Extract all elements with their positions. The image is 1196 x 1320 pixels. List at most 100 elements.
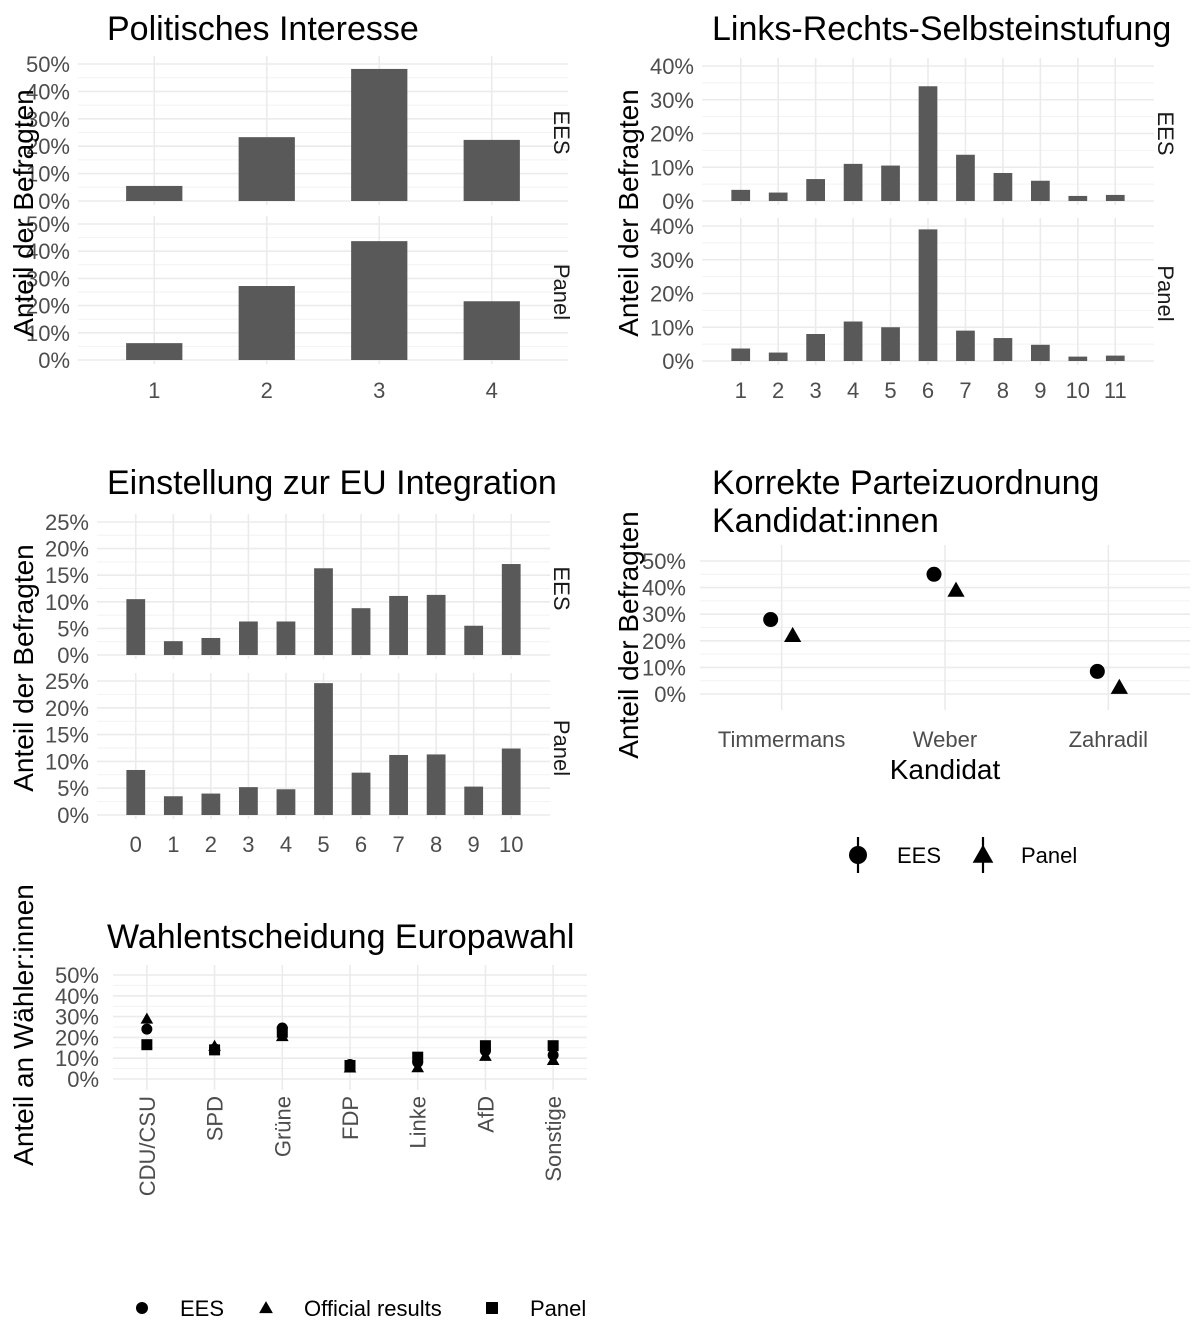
bar: [163, 796, 183, 815]
bar: [201, 637, 221, 655]
facet-ees: 0%5%10%15%20%25% EES: [45, 510, 574, 668]
x-tick-label: 10: [499, 832, 523, 857]
series-ees: [763, 566, 1105, 679]
bar: [239, 621, 258, 655]
data-point: [141, 1039, 153, 1051]
x-tick-label: FDP: [338, 1096, 363, 1140]
facet-label: Panel: [549, 264, 574, 320]
legend-key: [259, 1301, 273, 1314]
y-tick-label: 40%: [650, 54, 694, 79]
x-tick-label: 2: [205, 832, 217, 857]
bar: [918, 229, 938, 361]
y-tick-label: 10%: [650, 155, 694, 180]
y-tick-label: 30%: [650, 248, 694, 273]
legend-key: [972, 844, 994, 863]
data-point: [763, 612, 779, 628]
bar: [956, 154, 975, 201]
bar: [1105, 355, 1125, 361]
x-tick-label: 1: [735, 378, 747, 403]
y-tick-label: 30%: [26, 107, 70, 132]
chart-politisches-interesse: Politisches Interesse0%10%20%30%40%50%EE…: [8, 10, 574, 403]
bar: [126, 769, 146, 815]
bar: [993, 172, 1013, 201]
legend-item: EES: [849, 837, 941, 873]
y-tick-label: 20%: [45, 696, 89, 721]
bar: [1068, 195, 1088, 201]
bar: [464, 625, 484, 655]
bar: [314, 683, 333, 815]
chart-title: Wahlentscheidung Europawahl: [107, 918, 574, 956]
y-tick-label: 20%: [650, 122, 694, 147]
chart-title: Einstellung zur EU Integration: [107, 464, 557, 502]
bar: [806, 179, 825, 201]
x-tick-label: 6: [922, 378, 934, 403]
bar: [768, 352, 788, 361]
bar: [956, 330, 975, 361]
x-tick-label: 4: [486, 378, 498, 403]
y-tick-label: 50%: [642, 549, 686, 574]
legend-item: EES: [136, 1296, 224, 1320]
y-axis-label: Anteil der Befragten: [8, 89, 39, 337]
bar: [238, 286, 295, 360]
chart-wahlentscheidung: Wahlentscheidung Europawahl 0%10%20%30%40…: [8, 884, 587, 1320]
data-point: [344, 1059, 356, 1071]
data-point: [141, 1023, 153, 1035]
bar: [501, 564, 521, 655]
y-axis-label: Anteil der Befragten: [8, 544, 39, 792]
x-tick-label: 8: [430, 832, 442, 857]
data-point: [547, 1040, 559, 1052]
facet-label: EES: [549, 110, 574, 154]
bar: [351, 772, 371, 815]
legend-item: Panel: [972, 837, 1077, 873]
y-axis-label: Anteil der Befragten: [613, 511, 644, 759]
bar: [463, 139, 520, 201]
bar: [276, 789, 296, 815]
bar: [464, 786, 484, 815]
data-point: [1110, 678, 1128, 694]
bar: [201, 793, 221, 815]
bar: [389, 595, 408, 655]
x-tick-label: 8: [997, 378, 1009, 403]
bar: [993, 338, 1013, 361]
bar: [1031, 180, 1050, 201]
data-point: [140, 1012, 154, 1024]
x-tick-label: Zahradil: [1069, 727, 1148, 752]
bar: [1105, 194, 1125, 201]
x-tick-label: 4: [847, 378, 859, 403]
data-point: [926, 566, 942, 582]
y-tick-label: 40%: [642, 576, 686, 601]
y-tick-label: 20%: [642, 629, 686, 654]
y-axis-label: Anteil an Wähler:innen: [8, 884, 39, 1166]
y-tick-label: 0%: [57, 643, 89, 668]
x-tick-label: 11: [1104, 378, 1127, 403]
y-tick-label: 20%: [55, 1025, 99, 1050]
bar: [501, 748, 521, 815]
chart-title: Links-Rechts-Selbsteinstufung: [712, 10, 1171, 48]
y-tick-label: 20%: [26, 294, 70, 319]
chart-title: Korrekte Parteizuordnung: [712, 464, 1099, 502]
bar: [351, 68, 408, 201]
y-tick-label: 10%: [45, 590, 89, 615]
legend-key: [486, 1302, 498, 1314]
y-tick-label: 5%: [57, 616, 89, 641]
y-tick-label: 10%: [55, 1046, 99, 1071]
x-tick-label: 3: [242, 832, 254, 857]
x-tick-label: 5: [317, 832, 329, 857]
data-point: [209, 1044, 221, 1056]
facet-label: Panel: [549, 720, 574, 776]
y-axis-label: Anteil der Befragten: [613, 89, 644, 337]
bar: [351, 241, 408, 360]
x-tick-label: 7: [959, 378, 971, 403]
y-tick-label: 50%: [26, 52, 70, 77]
x-tick-label: 10: [1066, 378, 1090, 403]
x-tick-label: Weber: [913, 727, 977, 752]
x-tick-label: 7: [392, 832, 404, 857]
y-tick-label: 0%: [67, 1067, 99, 1092]
data-point: [479, 1040, 491, 1052]
x-tick-label: CDU/CSU: [135, 1096, 160, 1196]
y-tick-label: 20%: [45, 537, 89, 562]
x-tick-label: 3: [810, 378, 822, 403]
y-tick-label: 10%: [45, 749, 89, 774]
